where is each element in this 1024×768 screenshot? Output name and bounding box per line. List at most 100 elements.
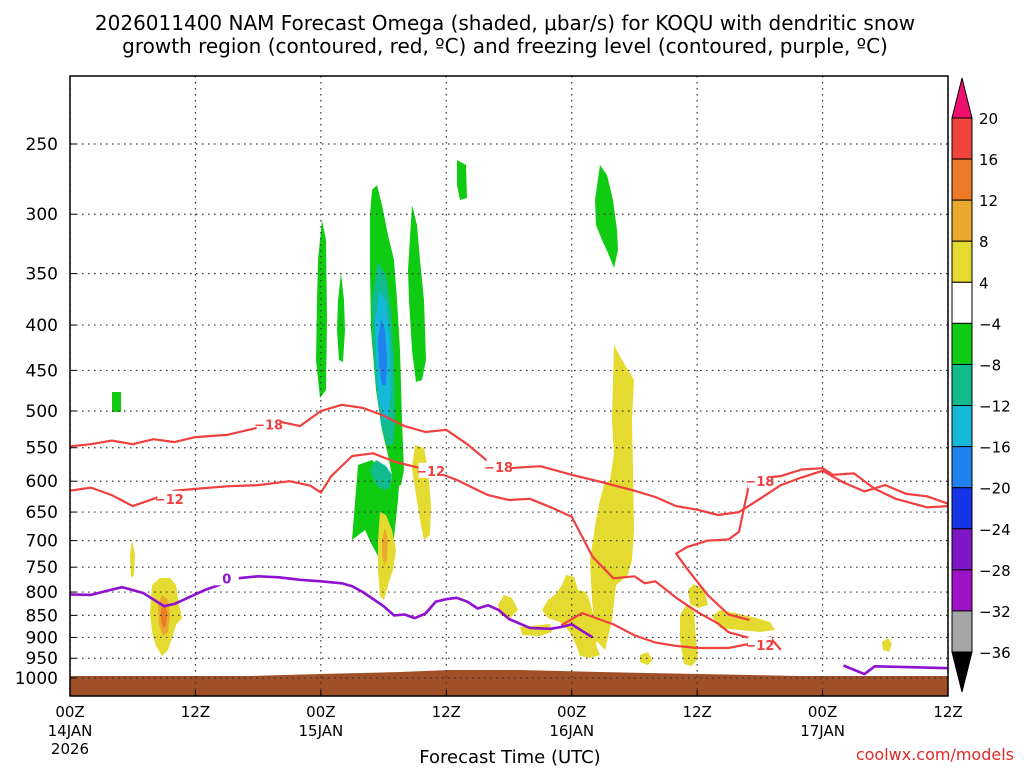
contour-3 xyxy=(675,467,949,621)
colorbar-label-7: −12 xyxy=(979,398,1011,416)
contour-label-1-0: −12 xyxy=(155,493,184,508)
omega-cell-green-upper-right xyxy=(595,165,618,268)
omega-cell-orange-core-left xyxy=(161,604,167,628)
chart-title-line2: growth region (contoured, red, ºC) and f… xyxy=(122,34,888,58)
x-tick-label-60: 12Z xyxy=(682,703,711,721)
omega-cell-yellow-patch7 xyxy=(882,638,892,652)
colorbar-box-7 xyxy=(951,405,973,448)
colorbar-box-0 xyxy=(951,117,973,160)
contour-label-4-0: 0 xyxy=(222,572,231,587)
y-tick-label-800: 800 xyxy=(26,583,58,603)
colorbar-label-5: −4 xyxy=(979,315,1001,333)
y-tick-label-400: 400 xyxy=(26,316,58,336)
y-tick-label-500: 500 xyxy=(26,402,58,422)
colorbar-label-4: 4 xyxy=(979,274,989,292)
grid-lines xyxy=(69,76,949,696)
y-tick-label-600: 600 xyxy=(26,472,58,492)
y-axis: 2503003504004505005506006507007508008509… xyxy=(15,135,76,689)
colorbar-label-3: 8 xyxy=(979,233,989,251)
colorbar-box-1 xyxy=(951,158,973,201)
contour-label-bg-4-0 xyxy=(214,570,239,586)
contour-labels: −18 −18 −12 −12 −12 −18 0 xyxy=(155,416,774,654)
contour-lines xyxy=(69,403,949,676)
y-tick-label-1000: 1000 xyxy=(15,669,58,689)
colorbar-label-6: −8 xyxy=(979,356,1001,374)
credit-label: coolwx.com/models xyxy=(856,745,1014,764)
omega-cell-yellow-patch5 xyxy=(688,584,708,608)
omega-cell-green-top xyxy=(457,160,467,200)
colorbar-label-13: −36 xyxy=(979,644,1011,662)
contour-label-1-2: −12 xyxy=(745,639,774,654)
colorbar-box-6 xyxy=(951,363,973,407)
colorbar-label-2: 12 xyxy=(979,192,998,210)
y-tick-label-450: 450 xyxy=(26,361,58,381)
y-tick-label-750: 750 xyxy=(26,558,58,578)
contour-label-0-1: −18 xyxy=(484,461,513,476)
colorbar-label-0: 20 xyxy=(979,110,998,128)
contour-label-bg-1-1 xyxy=(418,462,443,478)
x-tick-label-24: 00Z xyxy=(306,703,335,721)
contour-label-bg-1-0 xyxy=(157,490,182,506)
colorbar-box-4 xyxy=(951,281,973,324)
omega-cell-green-tiny xyxy=(112,392,121,412)
x-tick-label-48: 00Z xyxy=(557,703,586,721)
omega-shading xyxy=(112,160,892,666)
colorbar-box-2 xyxy=(951,199,973,242)
contour-label-3-0: −18 xyxy=(745,475,774,490)
x-tick-label-84: 12Z xyxy=(933,703,962,721)
x-axis-label: Forecast Time (UTC) xyxy=(419,747,600,768)
y-tick-label-900: 900 xyxy=(26,628,58,648)
colorbar-box-3 xyxy=(951,240,973,283)
x-tick-year-0: 2026 xyxy=(51,740,89,758)
contour-label-bg-3-0 xyxy=(747,473,772,489)
x-tick-date-48: 16JAN xyxy=(549,722,594,740)
colorbar-top-triangle xyxy=(951,77,973,119)
colorbar-label-1: 16 xyxy=(979,151,998,169)
colorbar-box-11 xyxy=(951,569,973,612)
omega-cell-yellow-mid2 xyxy=(412,445,431,540)
contour-1 xyxy=(69,452,782,651)
contour-2 xyxy=(560,612,761,650)
contour-label-0-0: −18 xyxy=(254,419,283,434)
colorbar-bottom-triangle xyxy=(951,651,973,693)
omega-cell-blue-core xyxy=(378,318,387,385)
colorbar-label-10: −24 xyxy=(979,521,1011,539)
y-tick-label-300: 300 xyxy=(26,205,58,225)
contour-label-bg-0-1 xyxy=(486,458,511,474)
omega-cell-yellow-patch6 xyxy=(712,610,775,632)
x-tick-date-0: 14JAN xyxy=(48,722,93,740)
y-tick-label-350: 350 xyxy=(26,265,58,285)
omega-cell-yellow-patch1 xyxy=(498,595,518,618)
y-tick-label-950: 950 xyxy=(26,649,58,669)
colorbar-label-8: −16 xyxy=(979,439,1011,457)
omega-cell-green-small xyxy=(337,273,345,362)
omega-cell-yellow-tall xyxy=(590,345,634,650)
contour-4 xyxy=(69,575,594,639)
contour-label-bg-0-0 xyxy=(256,416,281,432)
x-tick-date-72: 17JAN xyxy=(800,722,845,740)
omega-cell-yellow-tiny-left xyxy=(130,540,135,578)
colorbar-label-12: −32 xyxy=(979,603,1011,621)
omega-colorbar: 20 16 12 8 4 −4 −8 −12 −16 −20 −24 −28 −32 −36 xyxy=(951,77,1011,693)
colorbar-label-9: −20 xyxy=(979,480,1011,498)
ground-terrain-top xyxy=(70,670,948,690)
y-tick-label-700: 700 xyxy=(26,532,58,552)
plot-frame xyxy=(69,75,949,697)
colorbar-box-12 xyxy=(951,610,973,653)
chart-title-line1: 2026011400 NAM Forecast Omega (shaded, μ… xyxy=(95,11,915,35)
contour-label-1-1: −12 xyxy=(416,465,445,480)
omega-cell-green-left xyxy=(316,220,327,398)
omega-cell-orange-mid xyxy=(382,528,388,565)
x-tick-label-36: 12Z xyxy=(432,703,461,721)
colorbar-box-9 xyxy=(951,487,973,530)
y-tick-label-550: 550 xyxy=(26,439,58,459)
colorbar-box-8 xyxy=(951,446,973,489)
colorbar-box-10 xyxy=(951,528,973,571)
contour-5 xyxy=(843,664,949,676)
omega-cell-yellow-patch4 xyxy=(680,605,698,666)
y-tick-label-650: 650 xyxy=(26,503,58,523)
contour-label-bg-1-2 xyxy=(747,637,772,653)
omega-cell-teal-low xyxy=(370,460,392,490)
